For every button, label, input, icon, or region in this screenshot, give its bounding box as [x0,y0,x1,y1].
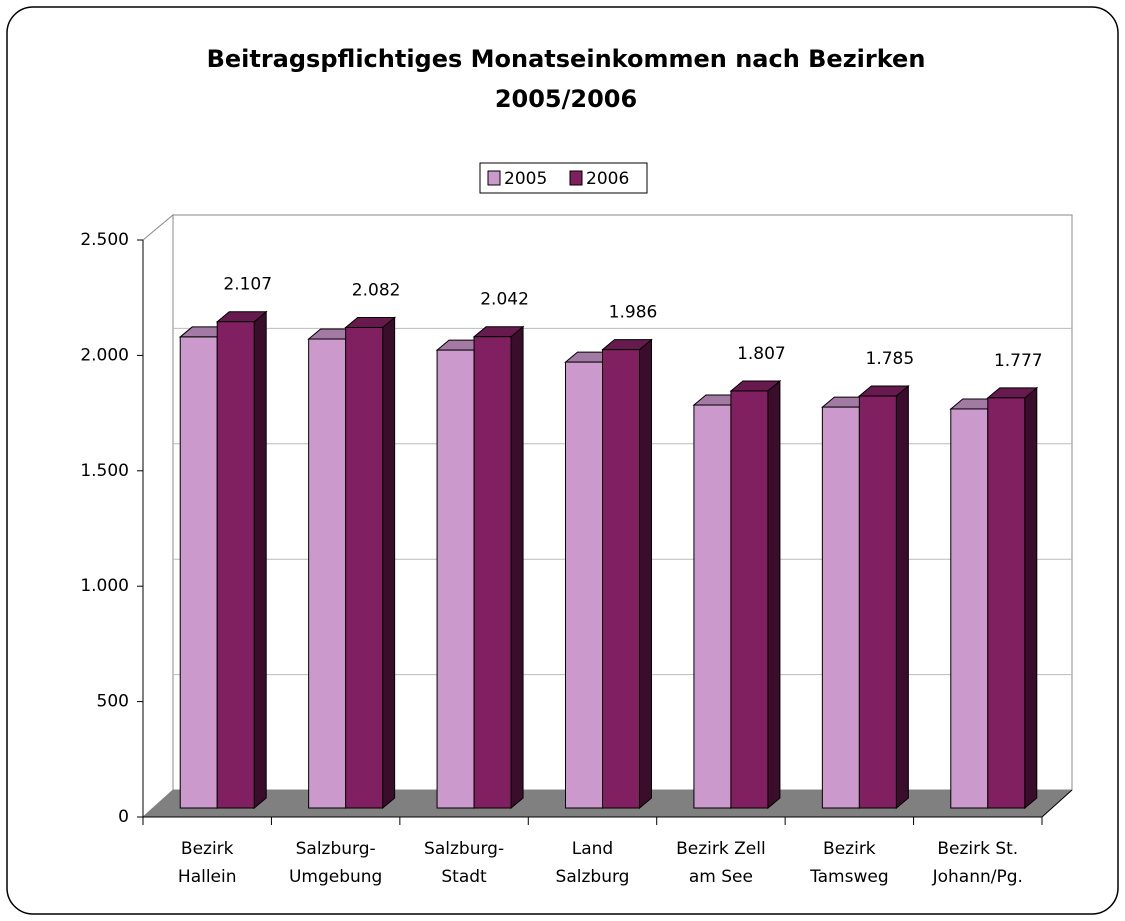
x-tick-label: Land [572,839,613,859]
chart-title: 2005/2006 [495,85,637,113]
floor-edge [1041,789,1073,818]
bar [987,397,1026,809]
x-tick-label: am See [689,867,753,887]
chart-title: Beitragspflichtiges Monatseinkommen nach… [207,45,926,73]
bar-side [639,338,652,810]
bar [858,395,897,809]
bar [216,321,255,809]
bar-side [767,379,781,810]
bar-side [510,325,524,810]
side-wall [142,213,174,819]
bar [950,408,989,809]
bar-side [382,316,396,810]
y-tick-label: 2.000 [80,345,129,365]
y-tick-label: 1.500 [80,461,129,481]
bar [473,336,512,809]
data-label: 2.042 [480,290,529,310]
legend-box [479,162,648,194]
x-tick-label: Salzburg [556,867,630,887]
x-tick-label: Tamsweg [809,867,889,887]
bar [436,349,475,809]
x-tick-label: Salzburg- [296,839,376,859]
bar [565,361,603,809]
bar [821,406,860,809]
x-tick-label: Salzburg- [424,839,504,859]
bar-side [895,384,909,810]
data-label: 2.082 [352,280,401,300]
data-label: 1.986 [609,303,658,323]
legend-swatch [569,170,583,186]
bar-side [253,310,267,810]
y-tick-label: 1.000 [80,576,129,596]
y-tick-label: 0 [118,807,129,827]
data-label: 1.807 [737,344,786,364]
x-tick-label: Hallein [178,867,237,887]
legend-label: 2005 [504,169,547,189]
data-label: 2.107 [223,275,272,295]
x-tick-label: Bezirk St. [937,839,1018,859]
x-tick-label: Stadt [441,867,487,887]
x-tick-label: Johann/Pg. [932,867,1023,887]
bar [345,326,384,809]
bar [308,338,347,809]
x-tick-label: Bezirk [181,839,234,859]
y-tick-label: 500 [97,692,129,712]
bar [602,349,640,809]
x-tick-label: Umgebung [289,867,382,887]
bar-side [1024,386,1038,810]
bar [730,390,769,809]
legend-label: 2006 [586,169,629,189]
data-label: 1.777 [994,351,1043,371]
bar [179,336,218,809]
legend-swatch [487,170,501,186]
x-tick-label: Bezirk Zell [676,839,766,859]
y-tick-label: 2.500 [80,230,129,250]
bar [693,404,732,809]
data-label: 1.785 [866,349,915,369]
x-tick-label: Bezirk [823,839,876,859]
